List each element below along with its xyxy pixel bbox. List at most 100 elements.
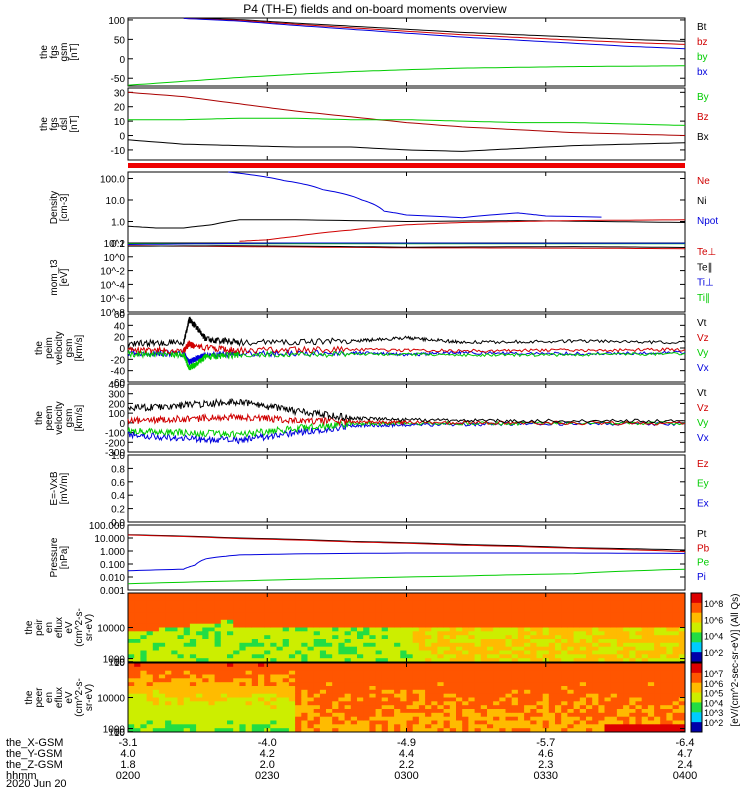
spectrogram-cell xyxy=(196,627,203,632)
spectrogram-cell xyxy=(177,663,185,668)
spectrogram-cell xyxy=(573,678,581,683)
spectrogram-cell xyxy=(406,658,414,663)
spectrogram-cell xyxy=(288,712,296,717)
spectrogram-cell xyxy=(672,686,680,691)
spectrogram-cell xyxy=(288,693,296,698)
spectrogram-cell xyxy=(462,697,469,702)
spectrogram-cell xyxy=(666,604,673,609)
spectrogram-cell xyxy=(220,650,228,655)
spectrogram-cell xyxy=(134,612,141,617)
spectrogram-cell xyxy=(264,650,271,655)
spectrogram-cell xyxy=(530,635,537,640)
y-axis-label: fgs xyxy=(49,117,60,130)
spectrogram-cell xyxy=(264,604,271,609)
spectrogram-cell xyxy=(505,608,513,613)
spectrogram-cell xyxy=(493,716,500,721)
spectrogram-cell xyxy=(412,693,420,698)
spectrogram-cell xyxy=(258,670,265,675)
spectrogram-cell xyxy=(406,709,414,714)
spectrogram-cell xyxy=(592,666,599,671)
spectrogram-cell xyxy=(177,623,185,628)
spectrogram-cell xyxy=(573,693,581,698)
spectrogram-cell xyxy=(165,623,172,628)
y-tick-label: -40 xyxy=(111,367,126,378)
spectrogram-cell xyxy=(542,697,550,702)
spectrogram-cell xyxy=(418,724,426,729)
spectrogram-cell xyxy=(152,623,160,628)
spectrogram-cell xyxy=(616,693,624,698)
spectrogram-cell xyxy=(425,689,432,694)
spectrogram-cell xyxy=(629,596,636,601)
spectrogram-cell xyxy=(400,646,407,651)
y-tick-label: 10^-2 xyxy=(100,267,125,278)
spectrogram-cell xyxy=(152,619,160,624)
spectrogram-cell xyxy=(548,678,556,683)
spectrogram-cell xyxy=(517,635,525,640)
spectrogram-cell xyxy=(239,635,246,640)
spectrogram-cell xyxy=(152,631,160,636)
spectrogram-cell xyxy=(487,701,494,706)
spectrogram-cell xyxy=(604,616,612,621)
spectrogram-cell xyxy=(152,635,160,640)
spectrogram-cell xyxy=(375,678,383,683)
spectrogram-cell xyxy=(394,716,401,721)
spectrogram-cell xyxy=(437,697,444,702)
spectrogram-cell xyxy=(288,728,296,733)
spectrogram-cell xyxy=(530,600,537,605)
spectrogram-cell xyxy=(493,705,500,710)
spectrogram-cell xyxy=(660,639,667,644)
spectrogram-cell xyxy=(338,639,345,644)
spectrogram-cell xyxy=(381,635,389,640)
y-tick-label: 0 xyxy=(119,344,125,355)
spectrogram-cell xyxy=(270,658,277,663)
spectrogram-cell xyxy=(517,705,525,710)
spectrogram-cell xyxy=(245,701,253,706)
spectrogram-cell xyxy=(344,658,352,663)
spectrogram-cell xyxy=(641,600,649,605)
spectrogram-cell xyxy=(598,596,605,601)
spectrogram-cell xyxy=(678,682,686,687)
spectrogram-cell xyxy=(258,674,265,679)
spectrogram-cell xyxy=(616,716,624,721)
spectrogram-cell xyxy=(282,663,290,668)
legend-entry: Ey xyxy=(697,479,709,490)
spectrogram-cell xyxy=(350,635,358,640)
spectrogram-cell xyxy=(493,720,500,725)
spectrogram-cell xyxy=(171,693,178,698)
spectrogram-cell xyxy=(152,639,160,644)
spectrogram-cell xyxy=(350,701,358,706)
spectrogram-cell xyxy=(579,612,587,617)
spectrogram-cell xyxy=(418,697,426,702)
spectrogram-cell xyxy=(647,642,655,647)
spectrogram-cell xyxy=(579,697,587,702)
spectrogram-cell xyxy=(214,712,222,717)
spectrogram-cell xyxy=(449,697,457,702)
spectrogram-cell xyxy=(369,596,376,601)
spectrogram-cell xyxy=(524,612,531,617)
spectrogram-cell xyxy=(561,654,568,659)
spectrogram-cell xyxy=(561,686,568,691)
spectrogram-cell xyxy=(128,705,135,710)
spectrogram-cell xyxy=(660,720,667,725)
spectrogram-cell xyxy=(140,705,147,710)
spectrogram-cell xyxy=(288,720,296,725)
spectrogram-cell xyxy=(431,701,438,706)
spectrogram-cell xyxy=(511,693,519,698)
spectrogram-cell xyxy=(158,639,166,644)
spectrogram-cell xyxy=(524,631,531,636)
spectrogram-cell xyxy=(152,674,160,679)
spectrogram-cell xyxy=(270,635,277,640)
spectrogram-cell xyxy=(480,663,488,668)
spectrogram-cell xyxy=(183,623,191,628)
spectrogram-cell xyxy=(357,716,364,721)
spectrogram-cell xyxy=(406,670,414,675)
spectrogram-cell xyxy=(542,693,550,698)
spectrogram-cell xyxy=(276,635,284,640)
y-tick-label: 0 xyxy=(119,419,125,430)
spectrogram-cell xyxy=(641,631,649,636)
spectrogram-cell xyxy=(295,596,302,601)
spectrogram-cell xyxy=(177,716,185,721)
spectrogram-cell xyxy=(332,689,339,694)
spectrogram-cell xyxy=(282,623,290,628)
spectrogram-cell xyxy=(332,663,339,668)
